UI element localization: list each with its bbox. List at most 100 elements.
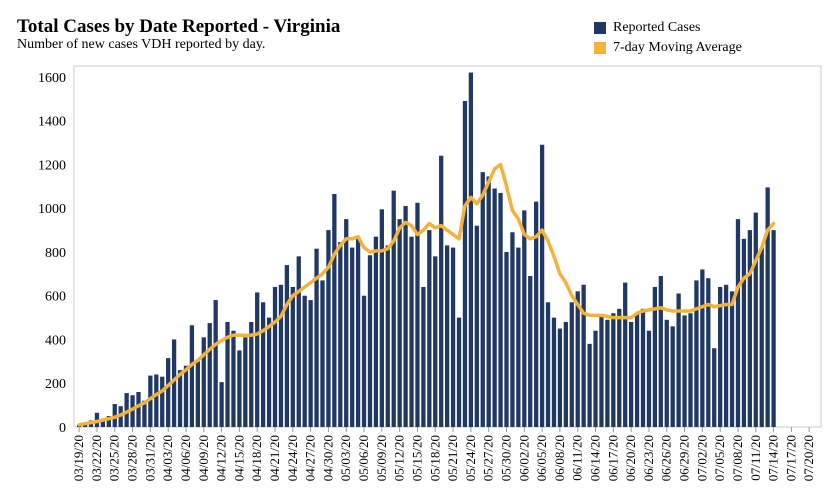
- bar[interactable]: [759, 247, 764, 427]
- bar[interactable]: [747, 230, 752, 427]
- bar[interactable]: [332, 193, 337, 427]
- bar[interactable]: [207, 323, 212, 427]
- bar[interactable]: [177, 370, 183, 427]
- bar[interactable]: [504, 251, 509, 427]
- bar[interactable]: [213, 300, 218, 427]
- bar[interactable]: [498, 192, 503, 427]
- bar[interactable]: [611, 313, 616, 427]
- bar[interactable]: [492, 188, 497, 427]
- bar[interactable]: [106, 416, 111, 427]
- bar[interactable]: [646, 330, 652, 427]
- bar[interactable]: [563, 321, 568, 427]
- bar[interactable]: [326, 230, 331, 427]
- bar[interactable]: [534, 201, 539, 427]
- bar[interactable]: [290, 286, 295, 427]
- moving-average-line[interactable]: [77, 162, 776, 427]
- bar[interactable]: [166, 358, 171, 427]
- bar[interactable]: [688, 313, 693, 427]
- bar[interactable]: [391, 190, 396, 427]
- bar[interactable]: [694, 280, 699, 427]
- bar[interactable]: [415, 202, 420, 427]
- bar[interactable]: [718, 286, 723, 427]
- bar[interactable]: [409, 236, 414, 427]
- bar[interactable]: [741, 238, 747, 427]
- bar[interactable]: [706, 278, 711, 427]
- bar[interactable]: [195, 361, 200, 427]
- bar[interactable]: [266, 317, 272, 427]
- bar[interactable]: [587, 343, 592, 427]
- bar[interactable]: [272, 286, 278, 427]
- bar[interactable]: [219, 382, 224, 427]
- bar[interactable]: [729, 291, 735, 427]
- bar[interactable]: [278, 284, 284, 427]
- bar[interactable]: [664, 319, 669, 427]
- bar[interactable]: [682, 315, 687, 427]
- bar[interactable]: [545, 302, 551, 427]
- bar[interactable]: [397, 219, 402, 427]
- bar[interactable]: [225, 321, 230, 427]
- bar[interactable]: [474, 225, 479, 427]
- bar[interactable]: [136, 391, 141, 427]
- bar[interactable]: [373, 236, 379, 427]
- bar[interactable]: [148, 375, 153, 427]
- bar[interactable]: [450, 247, 456, 427]
- bar[interactable]: [516, 247, 521, 427]
- bar[interactable]: [261, 302, 266, 427]
- bar[interactable]: [130, 395, 135, 427]
- bar[interactable]: [183, 365, 189, 427]
- bar[interactable]: [522, 210, 527, 427]
- legend-item-moving-average[interactable]: 7-day Moving Average: [594, 38, 742, 58]
- bar[interactable]: [433, 256, 438, 427]
- bar[interactable]: [344, 219, 349, 427]
- bar[interactable]: [100, 419, 106, 427]
- bar[interactable]: [355, 236, 361, 427]
- bar[interactable]: [468, 72, 474, 428]
- bar[interactable]: [379, 209, 384, 427]
- bar[interactable]: [539, 144, 545, 427]
- bar[interactable]: [480, 172, 485, 427]
- bar[interactable]: [575, 291, 580, 427]
- bar[interactable]: [338, 242, 343, 427]
- bar[interactable]: [771, 230, 776, 427]
- bar[interactable]: [189, 325, 195, 427]
- bar[interactable]: [160, 376, 165, 427]
- legend-item-reported[interactable]: Reported Cases: [594, 18, 742, 38]
- bar[interactable]: [255, 292, 260, 427]
- bar[interactable]: [350, 247, 355, 427]
- bar[interactable]: [510, 232, 515, 427]
- bar[interactable]: [385, 245, 390, 427]
- bar[interactable]: [640, 308, 646, 427]
- bar[interactable]: [427, 230, 432, 427]
- bar[interactable]: [528, 276, 533, 427]
- bar[interactable]: [753, 212, 758, 427]
- bar[interactable]: [171, 339, 177, 427]
- bar[interactable]: [243, 337, 248, 427]
- bar[interactable]: [634, 313, 640, 427]
- bar[interactable]: [367, 255, 373, 427]
- bar[interactable]: [456, 317, 462, 427]
- bar[interactable]: [231, 330, 236, 427]
- bar[interactable]: [735, 219, 741, 427]
- bar[interactable]: [314, 248, 319, 427]
- bar[interactable]: [557, 328, 563, 427]
- bar[interactable]: [439, 155, 444, 427]
- bar[interactable]: [623, 282, 628, 427]
- bar[interactable]: [593, 330, 598, 427]
- bar[interactable]: [124, 393, 129, 427]
- bar[interactable]: [599, 315, 604, 427]
- bar[interactable]: [284, 265, 290, 427]
- bar[interactable]: [249, 321, 254, 427]
- bar[interactable]: [670, 326, 675, 427]
- bar[interactable]: [403, 206, 408, 427]
- bar[interactable]: [462, 101, 468, 428]
- bar[interactable]: [302, 295, 307, 427]
- bar[interactable]: [629, 321, 634, 427]
- bar[interactable]: [320, 280, 325, 427]
- bar[interactable]: [652, 286, 658, 427]
- bar[interactable]: [308, 300, 313, 427]
- bar[interactable]: [421, 286, 426, 427]
- bar[interactable]: [723, 284, 729, 427]
- bar[interactable]: [142, 400, 147, 427]
- bar[interactable]: [605, 319, 610, 427]
- bar[interactable]: [201, 337, 206, 427]
